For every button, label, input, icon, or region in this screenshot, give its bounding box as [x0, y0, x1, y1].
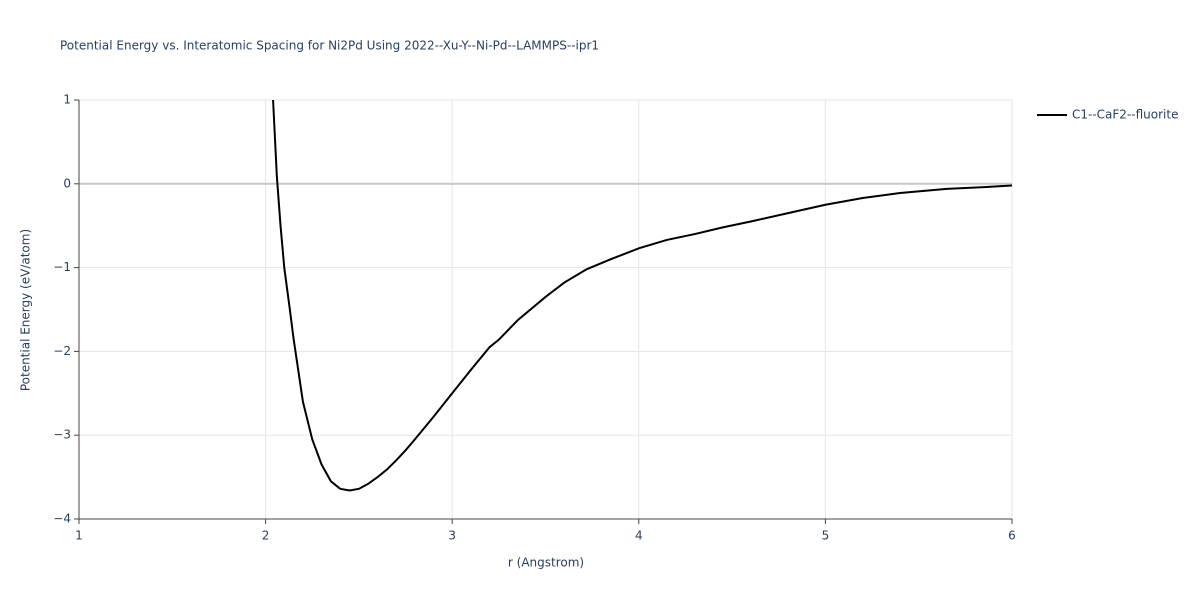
y-tick-label: 0 — [63, 176, 71, 190]
y-axis-label: Potential Energy (eV/atom) — [19, 229, 33, 391]
chart-title: Potential Energy vs. Interatomic Spacing… — [60, 39, 599, 53]
y-tick-label: −1 — [53, 260, 71, 274]
y-tick-label: 1 — [63, 93, 71, 107]
y-tick-label: −4 — [53, 512, 71, 526]
y-tick-label: −3 — [53, 428, 71, 442]
line-series — [272, 100, 1012, 492]
x-tick-label: 1 — [75, 529, 83, 543]
y-tick-label: −2 — [53, 344, 71, 358]
x-tick-label: 6 — [1008, 529, 1016, 543]
x-axis-label: r (Angstrom) — [508, 556, 584, 570]
x-tick-label: 4 — [635, 529, 643, 543]
x-tick-label: 3 — [448, 529, 456, 543]
legend-label: C1--CaF2--fluorite — [1072, 108, 1178, 122]
x-tick-label: 5 — [822, 529, 830, 543]
x-tick-label: 2 — [262, 529, 270, 543]
